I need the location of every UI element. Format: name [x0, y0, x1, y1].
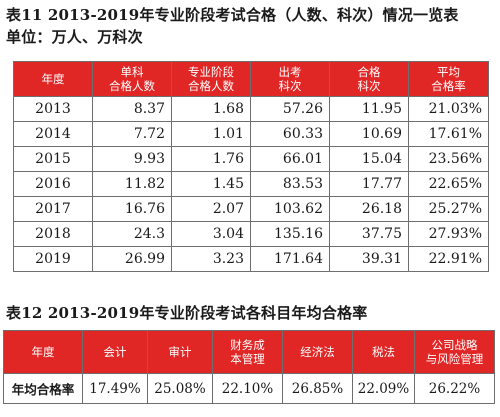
header-average-pass-rate: 平均 合格率	[408, 61, 489, 97]
table-row: 2013 8.37 1.68 57.26 11.95 21.03%	[13, 96, 489, 122]
table-cell: 103.62	[250, 196, 330, 222]
table-cell: 3.23	[171, 246, 251, 272]
header-single-subject-passers: 单科 合格人数	[92, 61, 172, 97]
table-cell: 66.01	[250, 146, 330, 172]
table-cell: 1.76	[171, 146, 251, 172]
table-cell: 1.45	[171, 171, 251, 197]
table-cell: 9.93	[92, 146, 172, 172]
header-economic-law: 经济法	[282, 330, 353, 374]
table-cell: 25.27%	[408, 196, 489, 222]
table-cell: 2.07	[171, 196, 251, 222]
table-cell: 26.18	[329, 196, 409, 222]
table-cell: 24.3	[92, 221, 172, 247]
table-cell: 25.08%	[147, 373, 213, 404]
table-cell: 57.26	[250, 96, 330, 122]
table-cell: 17.77	[329, 171, 409, 197]
year-cell: 2017	[13, 196, 93, 222]
header-strategy-risk-management: 公司战略 与风险管理	[414, 330, 495, 374]
header-professional-stage-passers: 专业阶段 合格人数	[171, 61, 251, 97]
year-cell: 2016	[13, 171, 93, 197]
header-year: 年度	[13, 61, 93, 97]
table-cell: 37.75	[329, 221, 409, 247]
subject-pass-rate-table: 年度 会计 审计 财务成 本管理 经济法 税法 公司战略 与风险管理 年均合格率 1…	[3, 330, 495, 404]
header-passed-attempts: 合格 科次	[329, 61, 409, 97]
table-row: 2014 7.72 1.01 60.33 10.69 17.61%	[13, 121, 489, 147]
year-cell: 2014	[13, 121, 93, 147]
table-cell: 27.93%	[408, 221, 489, 247]
table-cell: 3.04	[171, 221, 251, 247]
table-cell: 10.69	[329, 121, 409, 147]
row-label: 年均合格率	[3, 373, 83, 404]
table-cell: 11.82	[92, 171, 172, 197]
table11-caption: 表11 2013-2019年专业阶段考试合格（人数、科次）情况一览表	[6, 6, 459, 24]
table-cell: 83.53	[250, 171, 330, 197]
table-cell: 17.49%	[82, 373, 148, 404]
header-tax-law: 税法	[352, 330, 415, 374]
table-cell: 171.64	[250, 246, 330, 272]
table-cell: 7.72	[92, 121, 172, 147]
table11-header-row: 年度 单科 合格人数 专业阶段 合格人数 出考 科次 合格 科次 平均 合格率	[13, 61, 489, 97]
table-cell: 22.09%	[352, 373, 415, 404]
table-row: 2015 9.93 1.76 66.01 15.04 23.56%	[13, 146, 489, 172]
year-cell: 2019	[13, 246, 93, 272]
table-cell: 1.68	[171, 96, 251, 122]
table-cell: 15.04	[329, 146, 409, 172]
table-cell: 1.01	[171, 121, 251, 147]
table-cell: 60.33	[250, 121, 330, 147]
table-cell: 21.03%	[408, 96, 489, 122]
table-cell: 135.16	[250, 221, 330, 247]
pass-stats-table: 年度 单科 合格人数 专业阶段 合格人数 出考 科次 合格 科次 平均 合格率 2013 …	[13, 61, 489, 272]
year-cell: 2018	[13, 221, 93, 247]
table-row: 2018 24.3 3.04 135.16 37.75 27.93%	[13, 221, 489, 247]
table-cell: 26.85%	[282, 373, 353, 404]
header-accounting: 会计	[82, 330, 148, 374]
year-cell: 2015	[13, 146, 93, 172]
table12-caption: 表12 2013-2019年专业阶段考试各科目年均合格率	[6, 304, 368, 322]
table-row: 2017 16.76 2.07 103.62 26.18 25.27%	[13, 196, 489, 222]
header-exam-attempts: 出考 科次	[250, 61, 330, 97]
unit-label: 单位：万人、万科次	[6, 28, 143, 46]
header-financial-cost-management: 财务成 本管理	[212, 330, 283, 374]
table-cell: 22.91%	[408, 246, 489, 272]
table12-header-row: 年度 会计 审计 财务成 本管理 经济法 税法 公司战略 与风险管理	[3, 330, 495, 374]
table-row: 2019 26.99 3.23 171.64 39.31 22.91%	[13, 246, 489, 272]
table-cell: 22.10%	[212, 373, 283, 404]
table-row: 年均合格率 17.49% 25.08% 22.10% 26.85% 22.09%…	[3, 373, 495, 404]
table-cell: 39.31	[329, 246, 409, 272]
table-cell: 23.56%	[408, 146, 489, 172]
year-cell: 2013	[13, 96, 93, 122]
table-cell: 22.65%	[408, 171, 489, 197]
table-cell: 26.22%	[414, 373, 495, 404]
table-cell: 11.95	[329, 96, 409, 122]
table-cell: 17.61%	[408, 121, 489, 147]
table-cell: 16.76	[92, 196, 172, 222]
header-year: 年度	[3, 330, 83, 374]
table-cell: 8.37	[92, 96, 172, 122]
table-cell: 26.99	[92, 246, 172, 272]
table-row: 2016 11.82 1.45 83.53 17.77 22.65%	[13, 171, 489, 197]
header-audit: 审计	[147, 330, 213, 374]
